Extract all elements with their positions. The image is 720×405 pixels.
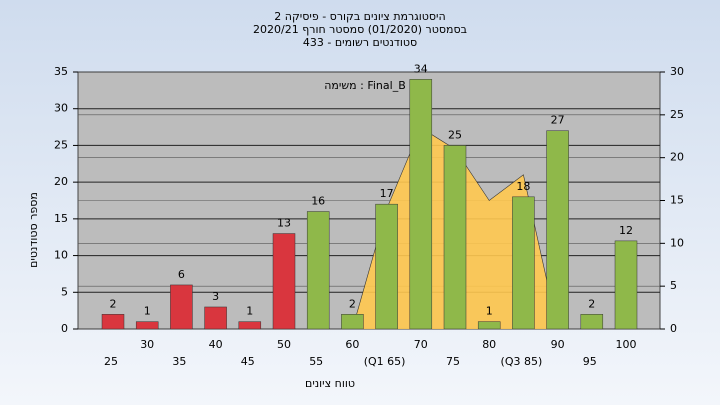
y2-tick-label: 30 <box>670 65 684 78</box>
bar <box>204 306 227 330</box>
bar <box>306 211 330 330</box>
x-axis-label: טווח ציונים <box>305 377 355 390</box>
x-tick-label: (Q3 85) <box>501 355 543 368</box>
bar <box>272 233 296 330</box>
x-tick-label: 60 <box>345 338 359 351</box>
x-tick-label: 80 <box>482 338 496 351</box>
data-label: 25 <box>448 128 462 141</box>
chart-title: סטודנטים רשומים - 433 <box>303 36 417 49</box>
legend-text: משימה : Final_B <box>324 79 406 92</box>
x-tick-label: 100 <box>616 338 637 351</box>
x-tick-label: 55 <box>309 355 323 368</box>
y2-tick-label: 0 <box>670 322 677 335</box>
data-label: 1 <box>486 305 493 318</box>
data-label: 18 <box>516 180 530 193</box>
y2-tick-label: 25 <box>670 108 684 121</box>
bar <box>409 79 433 330</box>
bar <box>546 130 569 330</box>
y2-tick-label: 20 <box>670 151 684 164</box>
y-tick-label: 15 <box>54 212 68 225</box>
y-tick-label: 20 <box>54 175 68 188</box>
x-tick-label: (Q1 65) <box>364 355 406 368</box>
bar <box>477 321 501 330</box>
chart-title: היסטוגרמת ציונים בקורס - פיסיקה 2 <box>274 10 445 23</box>
bar <box>614 240 638 330</box>
data-label: 13 <box>277 217 291 230</box>
bar <box>170 284 193 330</box>
x-tick-label: 75 <box>446 355 460 368</box>
x-tick-label: 45 <box>241 355 255 368</box>
y-tick-label: 30 <box>54 102 68 115</box>
chart-title: בסמסטר (01/2020) סמסטר חורף 2020/21 <box>253 23 467 36</box>
x-tick-label: 35 <box>172 355 186 368</box>
data-label: 1 <box>246 305 253 318</box>
data-label: 17 <box>380 187 394 200</box>
y2-tick-label: 10 <box>670 236 684 249</box>
data-label: 1 <box>144 305 151 318</box>
bar <box>375 203 398 330</box>
data-label: 12 <box>619 224 633 237</box>
x-tick-label: 30 <box>140 338 154 351</box>
bar <box>443 145 467 330</box>
bar <box>101 314 125 330</box>
x-tick-label: 70 <box>414 338 428 351</box>
data-label: 34 <box>414 62 428 75</box>
data-label: 6 <box>178 268 185 281</box>
y2-tick-label: 15 <box>670 194 684 207</box>
bar <box>238 321 262 330</box>
x-tick-label: 95 <box>583 355 597 368</box>
data-label: 16 <box>311 195 325 208</box>
bar <box>580 314 604 330</box>
y-tick-label: 35 <box>54 65 68 78</box>
data-label: 27 <box>551 114 565 127</box>
data-label: 2 <box>349 297 356 310</box>
y-tick-label: 0 <box>61 322 68 335</box>
data-label: 3 <box>212 290 219 303</box>
x-tick-label: 40 <box>209 338 223 351</box>
y2-tick-label: 5 <box>670 279 677 292</box>
bar <box>512 196 535 330</box>
y-axis-label: מספר סטודנטים <box>27 192 40 268</box>
x-tick-label: 25 <box>104 355 118 368</box>
bar <box>135 321 159 330</box>
data-label: 2 <box>588 297 595 310</box>
x-tick-label: 50 <box>277 338 291 351</box>
y-tick-label: 25 <box>54 138 68 151</box>
y-tick-label: 10 <box>54 249 68 262</box>
data-label: 2 <box>110 297 117 310</box>
y-tick-label: 5 <box>61 285 68 298</box>
x-tick-label: 90 <box>551 338 565 351</box>
bar <box>341 314 364 330</box>
